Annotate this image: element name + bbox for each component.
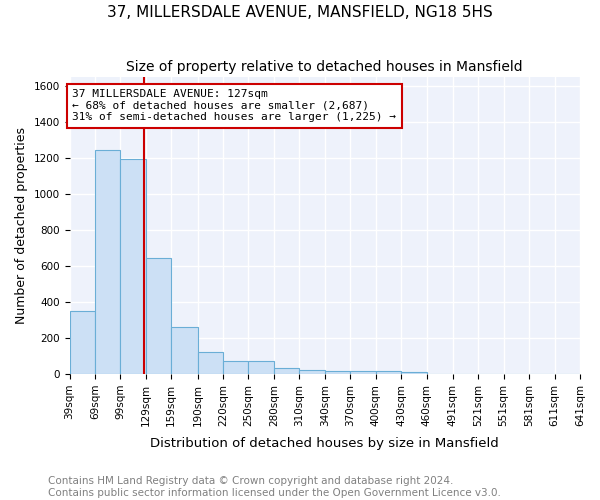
Bar <box>70 311 95 374</box>
Bar <box>146 258 171 374</box>
Bar <box>248 360 274 374</box>
Bar <box>223 360 248 374</box>
Y-axis label: Number of detached properties: Number of detached properties <box>15 127 28 324</box>
Bar <box>376 372 401 374</box>
Bar <box>350 372 376 374</box>
Bar <box>121 160 146 374</box>
Bar <box>401 372 427 374</box>
Text: Contains HM Land Registry data © Crown copyright and database right 2024.
Contai: Contains HM Land Registry data © Crown c… <box>48 476 501 498</box>
Bar <box>171 327 197 374</box>
Bar <box>197 352 223 374</box>
Bar <box>325 372 350 374</box>
Bar <box>274 368 299 374</box>
Bar <box>95 150 121 374</box>
X-axis label: Distribution of detached houses by size in Mansfield: Distribution of detached houses by size … <box>151 437 499 450</box>
Title: Size of property relative to detached houses in Mansfield: Size of property relative to detached ho… <box>127 60 523 74</box>
Text: 37 MILLERSDALE AVENUE: 127sqm
← 68% of detached houses are smaller (2,687)
31% o: 37 MILLERSDALE AVENUE: 127sqm ← 68% of d… <box>72 89 396 122</box>
Bar <box>299 370 325 374</box>
Text: 37, MILLERSDALE AVENUE, MANSFIELD, NG18 5HS: 37, MILLERSDALE AVENUE, MANSFIELD, NG18 … <box>107 5 493 20</box>
